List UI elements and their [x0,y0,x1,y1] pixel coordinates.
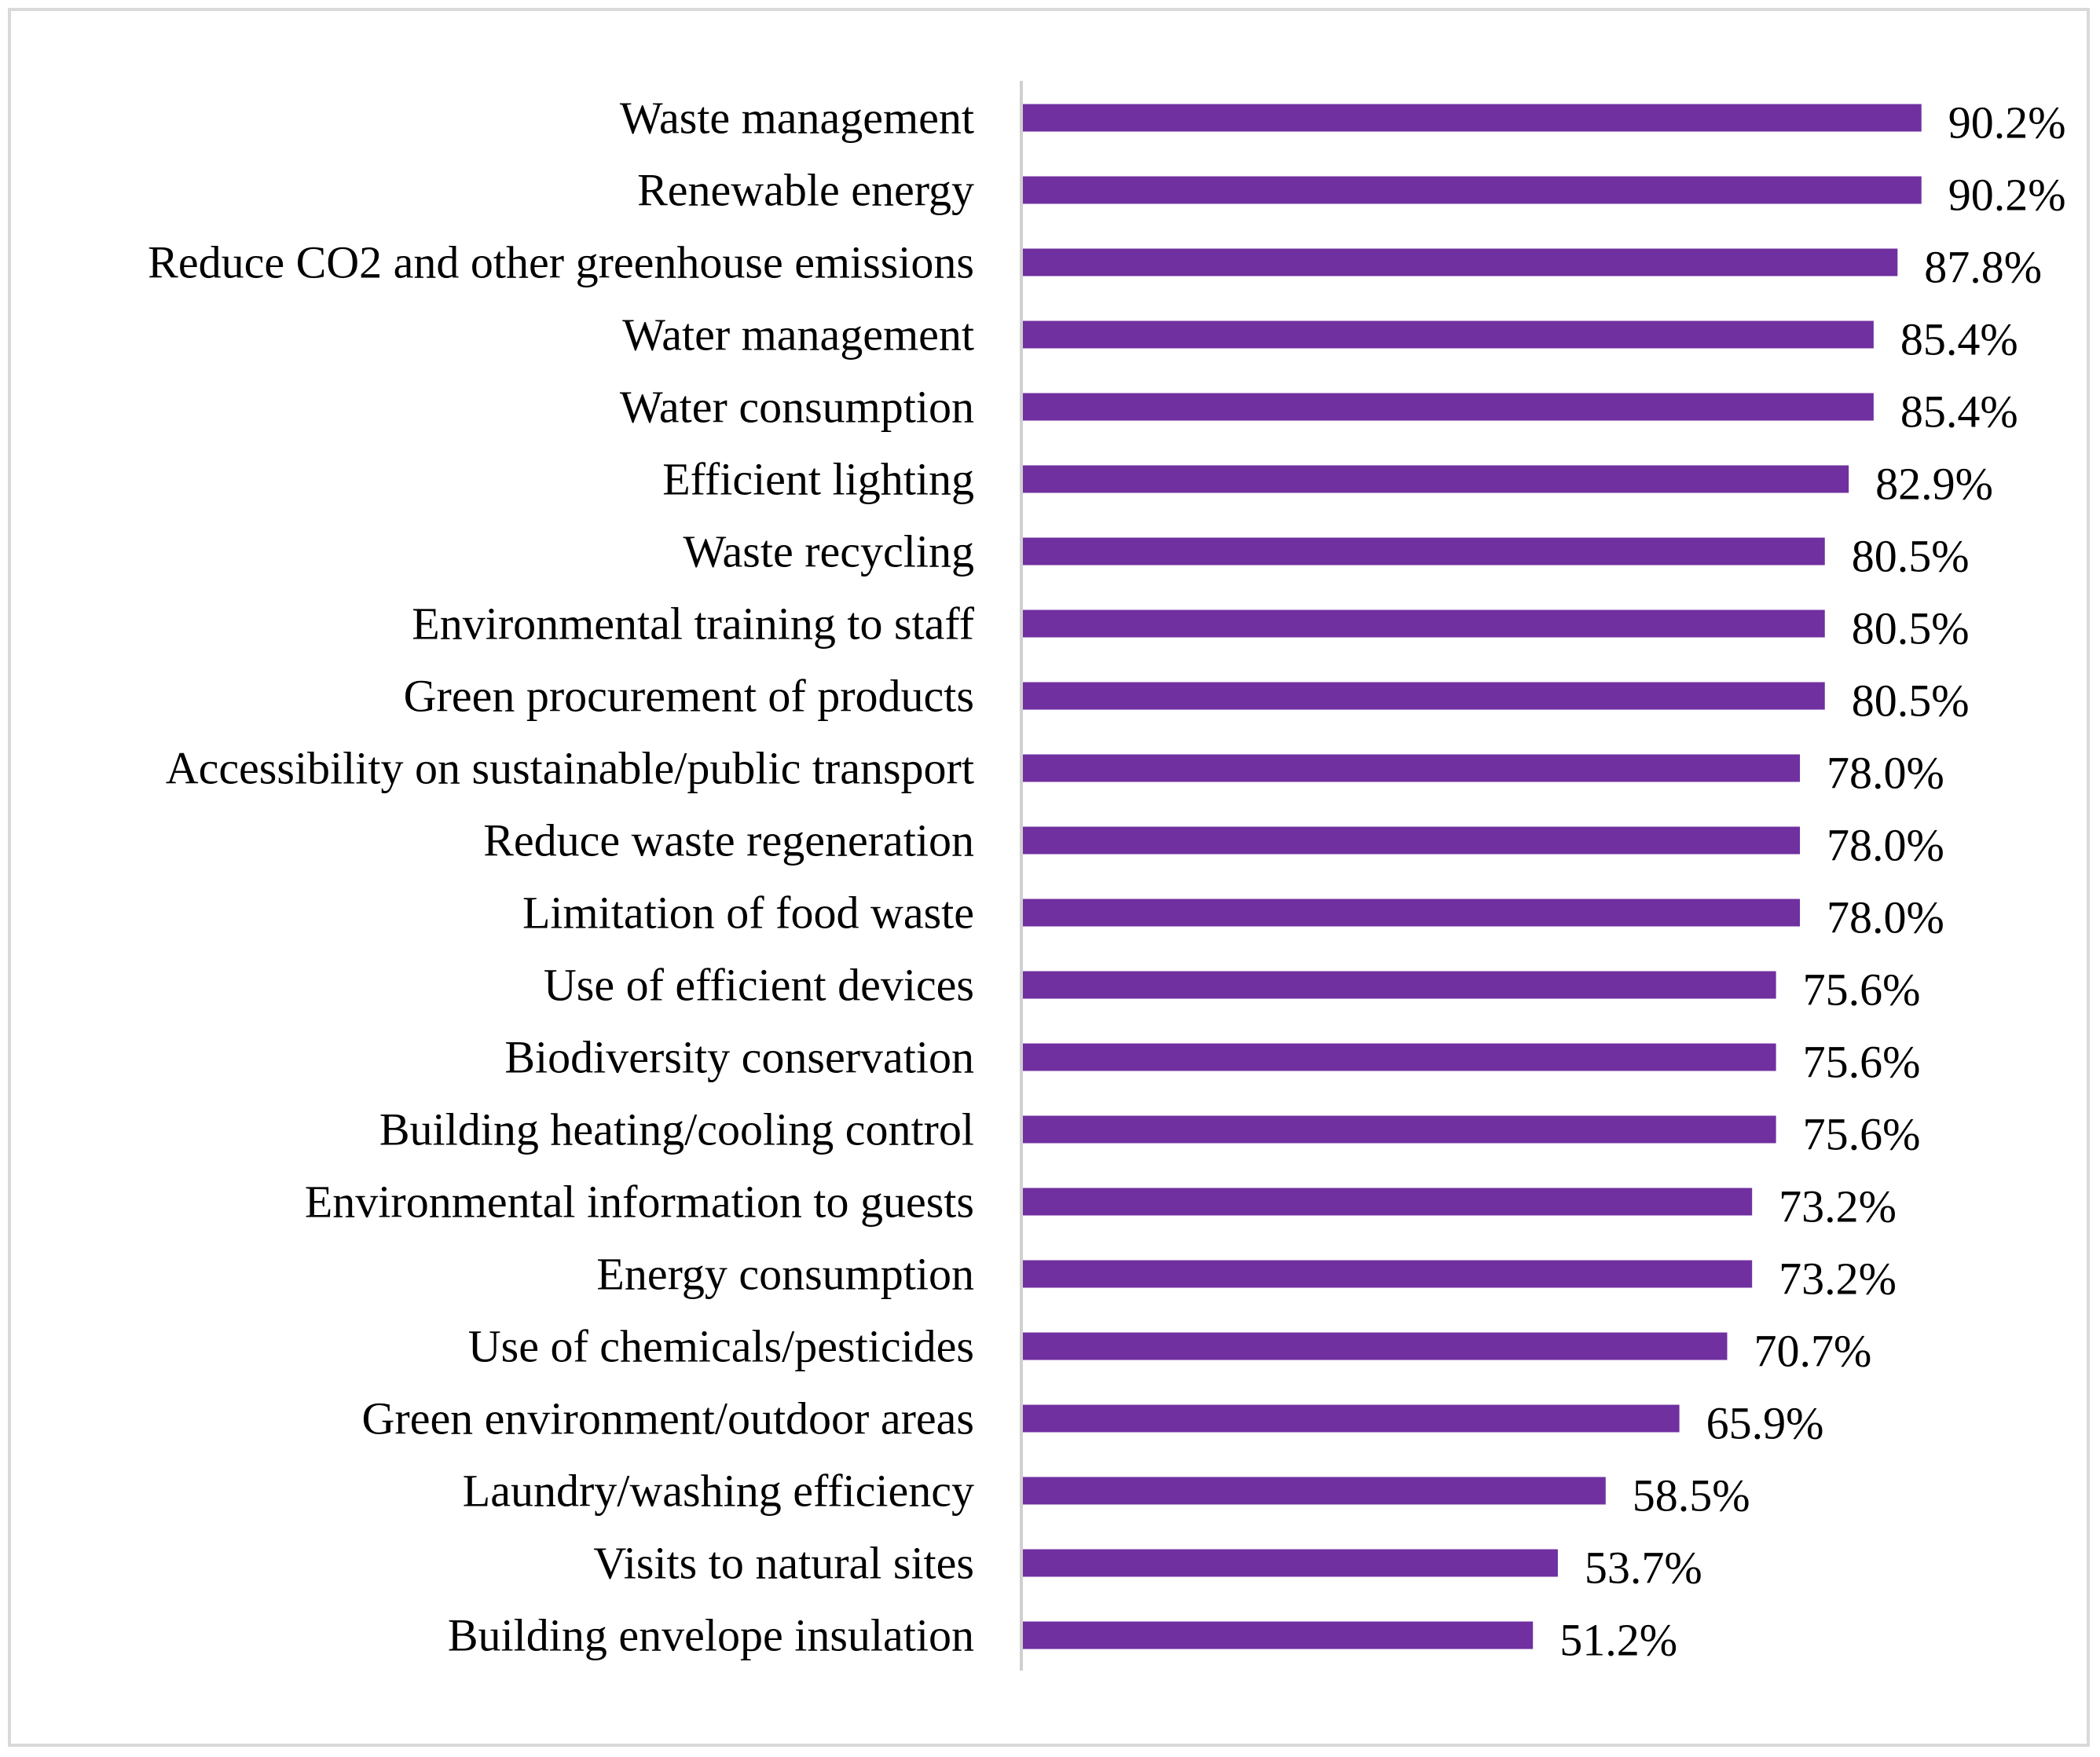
data-label: 80.5% [1852,603,1970,654]
data-label: 78.0% [1827,748,1944,799]
category-label: Laundry/washing efficiency [463,1466,974,1517]
category-label: Waste recycling [683,526,974,577]
bar [1023,537,1825,566]
bar [1023,176,1922,204]
data-label: 78.0% [1827,892,1944,943]
data-label: 80.5% [1852,531,1970,582]
category-label: Building heating/cooling control [379,1104,974,1155]
bar [1023,1477,1606,1505]
data-label: 73.2% [1779,1181,1897,1232]
data-label: 70.7% [1754,1326,1871,1377]
bar [1023,1115,1776,1144]
data-label: 87.8% [1924,242,2042,293]
bar [1023,971,1776,999]
data-label: 75.6% [1803,965,1921,1016]
bar [1023,1188,1753,1216]
bar [1023,826,1801,855]
data-label: 78.0% [1827,820,1944,871]
bar [1023,754,1801,782]
category-label: Visits to natural sites [593,1538,974,1589]
bar [1023,1621,1534,1649]
bar [1023,1043,1776,1071]
category-labels-group: Waste management Renewable energy Reduce C… [148,93,975,1661]
data-label: 82.9% [1875,459,1993,510]
bar [1023,1549,1558,1577]
category-label: Water management [622,309,974,361]
category-label: Environmental information to guests [305,1177,974,1228]
category-label: Green environment/outdoor areas [362,1393,975,1444]
bar [1023,320,1874,349]
category-label: Biodiversity conservation [504,1032,974,1083]
category-label: Reduce CO2 and other greenhouse emission… [148,237,974,288]
data-label: 85.4% [1900,386,2018,437]
category-label: Accessibility on sustainable/public tran… [166,743,974,794]
category-label: Use of efficient devices [544,960,974,1011]
value-labels-group: 90.2% 90.2% 87.8% 85.4% 85.4% 82.9% 80.5% 80.5%… [1559,97,2065,1666]
bar [1023,104,1922,132]
category-label: Waste management [620,93,974,144]
category-label: Building envelope insulation [448,1610,974,1661]
data-label: 53.7% [1585,1543,1702,1594]
data-label: 75.6% [1803,1037,1921,1088]
bar [1023,899,1801,927]
data-label: 65.9% [1706,1398,1824,1449]
category-label: Efficient lighting [662,454,974,505]
data-label: 51.2% [1559,1615,1677,1666]
bar [1023,393,1874,421]
category-label: Water consumption [620,382,974,433]
data-label: 80.5% [1852,675,1970,727]
bar [1023,682,1825,710]
bar [1023,609,1825,638]
category-label: Use of chemicals/pesticides [468,1321,974,1372]
category-label: Limitation of food waste [522,888,974,939]
category-label: Renewable energy [637,165,974,216]
category-label: Energy consumption [596,1249,974,1300]
chart-frame [8,8,2090,1747]
bar [1023,1332,1728,1360]
data-label: 90.2% [1948,170,2066,221]
category-label: Reduce waste regeneration [483,815,974,866]
data-label: 73.2% [1779,1254,1897,1305]
bar [1023,1260,1753,1288]
data-label: 85.4% [1900,314,2018,365]
data-label: 90.2% [1948,97,2066,148]
category-label: Green procurement of products [404,671,974,722]
category-label: Environmental training to staff [412,598,974,650]
data-label: 75.6% [1803,1109,1921,1160]
data-label: 58.5% [1633,1470,1750,1521]
bar [1023,1404,1680,1433]
bar [1023,248,1898,276]
bar [1023,465,1849,493]
bars-group [1023,104,1922,1649]
